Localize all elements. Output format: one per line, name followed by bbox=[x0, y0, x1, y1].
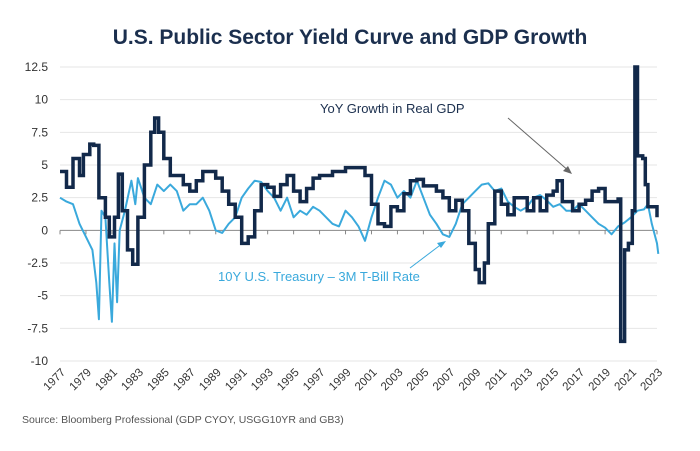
x-tick-label: 1991 bbox=[223, 367, 250, 394]
x-tick-label: 2013 bbox=[509, 367, 536, 394]
y-tick-label: -10 bbox=[31, 354, 49, 368]
x-tick-label: 1987 bbox=[171, 367, 198, 394]
y-tick-label: 10 bbox=[35, 93, 49, 107]
annotation-gdp-arrow bbox=[507, 117, 571, 173]
x-tick-label: 2003 bbox=[379, 367, 406, 394]
y-tick-label: 7.5 bbox=[31, 125, 48, 139]
y-tick-label: 0 bbox=[41, 223, 48, 237]
arrowhead-icon bbox=[563, 166, 572, 174]
x-tick-label: 1989 bbox=[197, 367, 224, 394]
y-tick-label: -2.5 bbox=[27, 256, 48, 270]
arrowhead-icon bbox=[437, 241, 446, 248]
annotation-gdp-label: YoY Growth in Real GDP bbox=[320, 101, 465, 116]
x-tick-label: 2017 bbox=[561, 367, 588, 394]
annotation-spread-label: 10Y U.S. Treasury – 3M T-Bill Rate bbox=[218, 269, 420, 284]
source-note: Source: Bloomberg Professional (GDP CYOY… bbox=[22, 414, 344, 426]
x-tick-label: 2021 bbox=[613, 367, 640, 394]
x-tick-label: 2009 bbox=[457, 367, 484, 394]
x-tick-label: 1993 bbox=[249, 367, 276, 394]
x-tick-label: 2001 bbox=[353, 367, 380, 394]
x-tick-label: 2011 bbox=[483, 367, 509, 393]
x-tick-label: 2019 bbox=[587, 367, 614, 394]
y-tick-label: 5 bbox=[41, 158, 48, 172]
x-tick-label: 1997 bbox=[301, 367, 328, 394]
x-tick-label: 1985 bbox=[145, 367, 172, 394]
series-line-spread bbox=[59, 177, 660, 323]
x-tick-label: 2023 bbox=[639, 367, 666, 394]
y-tick-label: 2.5 bbox=[31, 191, 48, 205]
chart-title: U.S. Public Sector Yield Curve and GDP G… bbox=[112, 26, 588, 49]
x-tick-label: 1979 bbox=[67, 367, 94, 394]
x-tick-label: 1995 bbox=[275, 367, 302, 394]
x-tick-label: 2007 bbox=[431, 367, 458, 394]
x-tick-label: 1999 bbox=[327, 367, 354, 394]
x-tick-label: 1977 bbox=[42, 367, 69, 394]
x-tick-label: 1981 bbox=[93, 367, 120, 394]
x-tick-label: 2015 bbox=[535, 367, 562, 394]
x-tick-label: 2005 bbox=[405, 367, 432, 394]
y-tick-label: 12.5 bbox=[25, 60, 49, 74]
annotation-spread-arrow bbox=[409, 242, 444, 269]
series-line-gdp bbox=[60, 65, 659, 344]
x-tick-label: 1983 bbox=[119, 367, 146, 394]
y-tick-label: -7.5 bbox=[27, 321, 48, 335]
y-tick-label: -5 bbox=[37, 289, 48, 303]
